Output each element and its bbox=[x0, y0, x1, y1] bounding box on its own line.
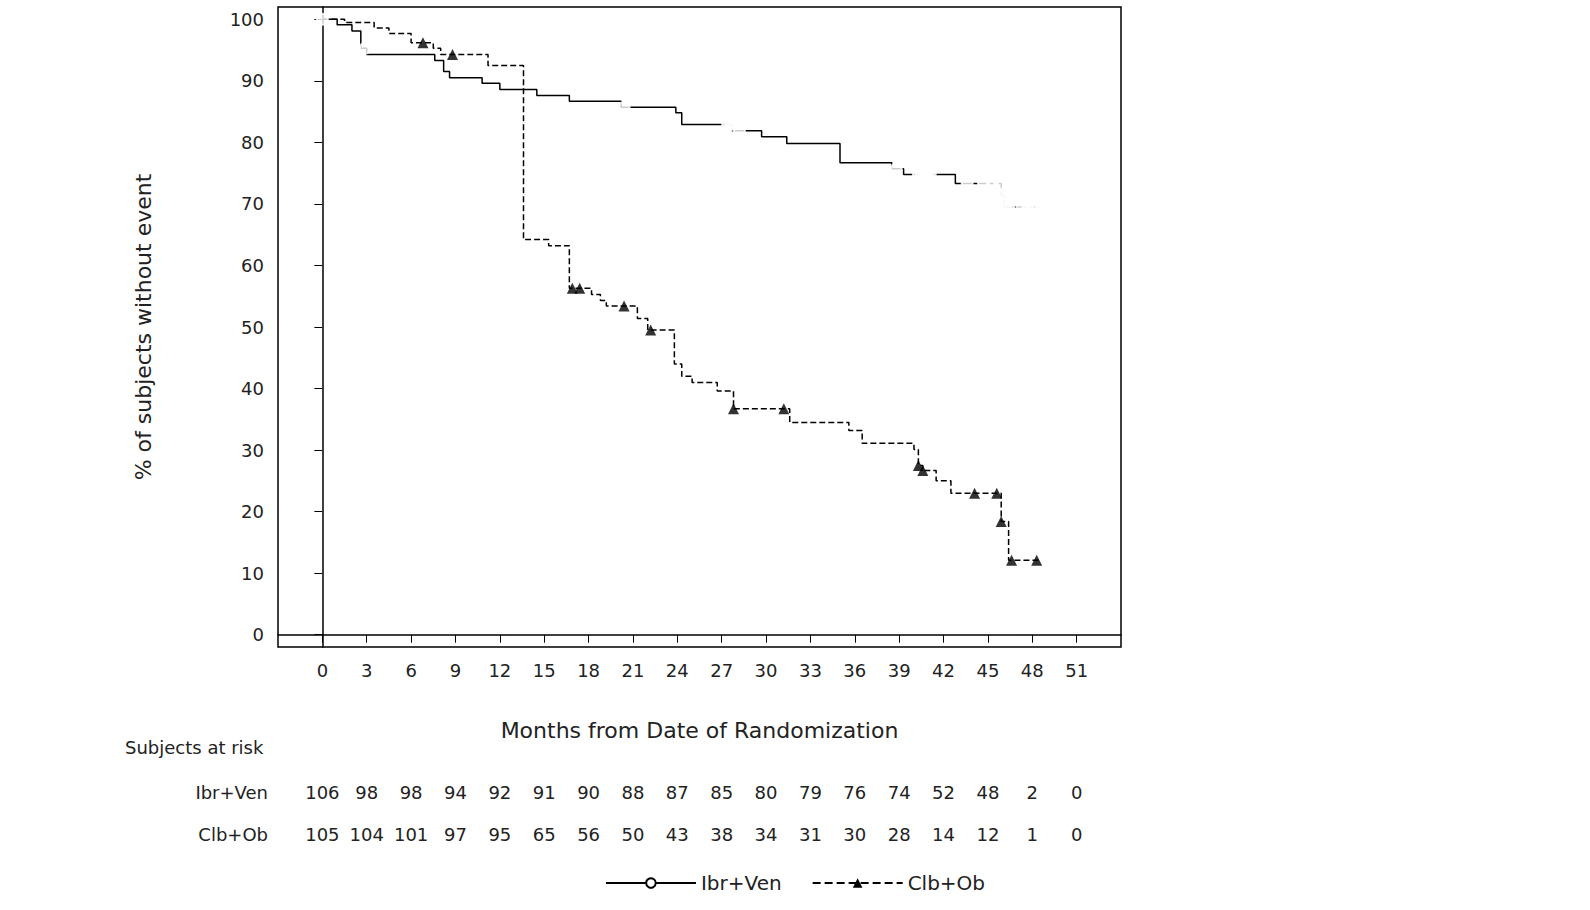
svg-text:0: 0 bbox=[1071, 824, 1082, 845]
svg-text:Clb+Ob: Clb+Ob bbox=[908, 871, 985, 895]
svg-text:30: 30 bbox=[843, 824, 866, 845]
svg-text:Months from Date of Randomizat: Months from Date of Randomization bbox=[501, 718, 899, 743]
svg-text:20: 20 bbox=[241, 501, 264, 522]
svg-text:36: 36 bbox=[843, 660, 866, 681]
svg-text:56: 56 bbox=[577, 824, 600, 845]
svg-text:1: 1 bbox=[1027, 824, 1038, 845]
svg-text:98: 98 bbox=[355, 782, 378, 803]
svg-text:104: 104 bbox=[350, 824, 384, 845]
svg-text:74: 74 bbox=[888, 782, 911, 803]
svg-text:40: 40 bbox=[241, 378, 264, 399]
svg-text:60: 60 bbox=[241, 255, 264, 276]
svg-text:10: 10 bbox=[241, 563, 264, 584]
svg-text:45: 45 bbox=[976, 660, 999, 681]
svg-text:50: 50 bbox=[241, 317, 264, 338]
svg-text:21: 21 bbox=[621, 660, 644, 681]
svg-text:30: 30 bbox=[241, 440, 264, 461]
svg-text:9: 9 bbox=[450, 660, 461, 681]
svg-text:3: 3 bbox=[361, 660, 372, 681]
svg-text:80: 80 bbox=[755, 782, 778, 803]
svg-text:48: 48 bbox=[976, 782, 999, 803]
svg-text:90: 90 bbox=[577, 782, 600, 803]
svg-text:90: 90 bbox=[241, 70, 264, 91]
svg-text:98: 98 bbox=[400, 782, 423, 803]
svg-text:50: 50 bbox=[621, 824, 644, 845]
svg-text:65: 65 bbox=[533, 824, 556, 845]
svg-text:12: 12 bbox=[976, 824, 999, 845]
svg-text:Subjects at risk: Subjects at risk bbox=[125, 737, 264, 758]
svg-text:79: 79 bbox=[799, 782, 822, 803]
svg-text:48: 48 bbox=[1021, 660, 1044, 681]
svg-text:85: 85 bbox=[710, 782, 733, 803]
svg-text:105: 105 bbox=[305, 824, 339, 845]
svg-text:94: 94 bbox=[444, 782, 467, 803]
svg-text:34: 34 bbox=[755, 824, 778, 845]
svg-text:33: 33 bbox=[799, 660, 822, 681]
svg-text:101: 101 bbox=[394, 824, 428, 845]
svg-text:42: 42 bbox=[932, 660, 955, 681]
svg-text:0: 0 bbox=[1071, 782, 1082, 803]
svg-text:Ibr+Ven: Ibr+Ven bbox=[701, 871, 782, 895]
svg-text:76: 76 bbox=[843, 782, 866, 803]
svg-text:31: 31 bbox=[799, 824, 822, 845]
svg-text:88: 88 bbox=[621, 782, 644, 803]
svg-text:18: 18 bbox=[577, 660, 600, 681]
svg-text:70: 70 bbox=[241, 193, 264, 214]
svg-text:0: 0 bbox=[253, 624, 264, 645]
svg-text:28: 28 bbox=[888, 824, 911, 845]
svg-text:Ibr+Ven: Ibr+Ven bbox=[195, 782, 268, 803]
svg-text:51: 51 bbox=[1065, 660, 1088, 681]
svg-text:97: 97 bbox=[444, 824, 467, 845]
svg-text:87: 87 bbox=[666, 782, 689, 803]
svg-text:24: 24 bbox=[666, 660, 689, 681]
svg-text:Clb+Ob: Clb+Ob bbox=[198, 824, 268, 845]
svg-text:38: 38 bbox=[710, 824, 733, 845]
svg-text:6: 6 bbox=[405, 660, 416, 681]
svg-text:15: 15 bbox=[533, 660, 556, 681]
svg-text:2: 2 bbox=[1027, 782, 1038, 803]
svg-text:52: 52 bbox=[932, 782, 955, 803]
svg-text:12: 12 bbox=[488, 660, 511, 681]
svg-text:30: 30 bbox=[755, 660, 778, 681]
svg-text:100: 100 bbox=[230, 9, 264, 30]
svg-text:106: 106 bbox=[305, 782, 339, 803]
svg-text:95: 95 bbox=[488, 824, 511, 845]
svg-text:80: 80 bbox=[241, 132, 264, 153]
svg-text:27: 27 bbox=[710, 660, 733, 681]
svg-text:91: 91 bbox=[533, 782, 556, 803]
svg-text:% of subjects without event: % of subjects without event bbox=[131, 173, 156, 480]
svg-text:0: 0 bbox=[317, 660, 328, 681]
svg-text:14: 14 bbox=[932, 824, 955, 845]
svg-text:39: 39 bbox=[888, 660, 911, 681]
svg-text:43: 43 bbox=[666, 824, 689, 845]
svg-text:92: 92 bbox=[488, 782, 511, 803]
